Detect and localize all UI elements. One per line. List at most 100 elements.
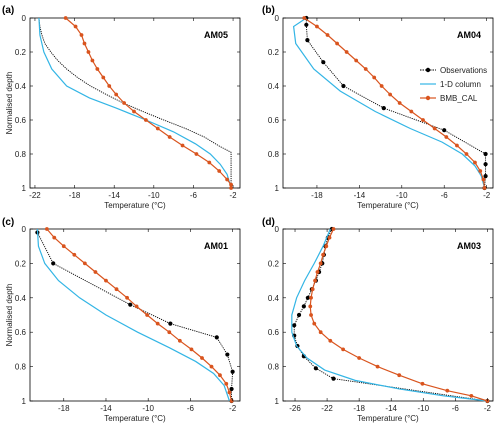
panel-a-series-column-line bbox=[38, 17, 232, 189]
panel-d-series-bmb-point-1 bbox=[327, 235, 332, 240]
panel-c-series-bmb-point-18 bbox=[224, 381, 229, 386]
panel-b-ytick-label-2: 0.4 bbox=[268, 82, 280, 91]
panel-a-station-label: AM05 bbox=[204, 30, 228, 40]
panel-c-xtick-label-2: -10 bbox=[142, 404, 154, 413]
panel-a-series-bmb-point-15 bbox=[180, 143, 185, 148]
panel-b-series-bmb-point-15 bbox=[455, 143, 459, 148]
panel-d-series-obs-point-16 bbox=[331, 376, 336, 381]
panel-b-series-column-line bbox=[292, 17, 486, 189]
panel-c-series-bmb-point-4 bbox=[82, 261, 87, 266]
panel-a-ytick-label-2: 0.4 bbox=[15, 82, 27, 91]
panel-a-series-bmb-point-6 bbox=[95, 67, 100, 71]
panel-a-series-bmb-point-14 bbox=[167, 135, 172, 139]
panel-c-xtick-label-1: -14 bbox=[100, 404, 112, 413]
panel-a-series-bmb-point-12 bbox=[144, 118, 148, 122]
panel-b-series-bmb-point-3 bbox=[335, 41, 339, 46]
panel-c-series-obs-point-7 bbox=[229, 386, 234, 392]
panel-b-series-bmb-point-1 bbox=[315, 24, 319, 29]
panel-a-series-bmb-point-13 bbox=[155, 126, 160, 131]
panel-c-series-bmb-point-11 bbox=[155, 321, 160, 326]
panel-a-ytick-label-3: 0.6 bbox=[15, 116, 27, 125]
panel-b-series-obs-point-6 bbox=[442, 128, 447, 133]
panel-d-ytick-label-0: 0 bbox=[275, 225, 280, 234]
panel-b-series-bmb-point-9 bbox=[388, 92, 393, 97]
panel-d-series-obs-point-8 bbox=[305, 295, 310, 300]
panel-b-series-bmb-point-4 bbox=[344, 50, 349, 54]
panel-b-ytick-label-4: 0.8 bbox=[268, 150, 280, 159]
panel-c-ytick-label-1: 0.2 bbox=[15, 259, 27, 268]
legend-marker-bmb bbox=[425, 95, 431, 101]
panel-c-ytick-label-5: 1 bbox=[22, 397, 27, 406]
panel-a-letter: (a) bbox=[2, 5, 14, 16]
panel-d-series-bmb-point-14 bbox=[341, 347, 346, 352]
panel-a-series-bmb-point-16 bbox=[194, 152, 199, 156]
panel-a-xtick-label-3: -10 bbox=[148, 191, 160, 200]
panel-a-ylabel: Normalised depth bbox=[5, 72, 14, 135]
panel-a-series-bmb-point-20 bbox=[229, 182, 233, 187]
panel-c-series-bmb-point-8 bbox=[125, 295, 129, 300]
panel-d-series-bmb-point-10 bbox=[309, 313, 313, 317]
panel-b-series-obs-point-8 bbox=[483, 162, 488, 167]
panel-d: (d) AM03 -26 -22 -18 -14 -10 -6 -2 0 0.2 0.4 0.6 0.… bbox=[262, 217, 494, 423]
panel-d-ytick-label-2: 0.4 bbox=[268, 294, 280, 303]
panel-b: (b) AM04 -18 -14 -10 -6 -2 0 0.2 0.4 0.6 0.8 1 Tem… bbox=[262, 5, 494, 210]
panel-c-series-bmb-point-2 bbox=[61, 244, 66, 249]
panel-b-xtick-label-3: -6 bbox=[441, 191, 449, 200]
panel-c-series-bmb-point-7 bbox=[114, 287, 119, 292]
panel-b-series-bmb-point-14 bbox=[444, 135, 449, 139]
panel-b-series-bmb-point-20 bbox=[482, 186, 487, 190]
panel-b-series-bmb-point-7 bbox=[372, 75, 377, 80]
panel-a-series-obs-line bbox=[38, 17, 232, 188]
panel-d-series-bmb-point-6 bbox=[313, 278, 317, 283]
panel-a-series-bmb-point-1 bbox=[73, 24, 78, 29]
panel-d-ytick-label-5: 1 bbox=[275, 397, 280, 406]
panel-b-series-bmb-point-12 bbox=[421, 118, 425, 122]
panel-c-xlabel: Temperature (°C) bbox=[104, 414, 166, 423]
panel-c-series-bmb-point-9 bbox=[134, 304, 139, 309]
panel-a-series-bmb-point-5 bbox=[90, 58, 95, 63]
panel-a-frame bbox=[29, 17, 241, 189]
panel-a-series-bmb-point-7 bbox=[101, 75, 106, 80]
panel-b-series-bmb-point-5 bbox=[354, 58, 359, 63]
panel-b-xtick-label-4: -2 bbox=[483, 191, 491, 200]
legend-label-bmb: BMB_CAL bbox=[440, 94, 478, 103]
panel-c-series-bmb-point-3 bbox=[72, 252, 77, 257]
panel-d-xtick-label-6: -2 bbox=[484, 404, 492, 413]
panel-c-ytick-label-0: 0 bbox=[22, 225, 27, 234]
panel-b-ytick-label-5: 1 bbox=[275, 184, 280, 193]
panel-a-series-bmb-point-21 bbox=[229, 186, 233, 190]
panel-d-series-bmb-point-17 bbox=[397, 373, 402, 378]
panel-d-xtick-label-5: -6 bbox=[452, 404, 460, 413]
panel-b-series-bmb-point-0 bbox=[302, 16, 307, 20]
panel-c-xtick-label-3: -6 bbox=[187, 404, 195, 413]
panel-d-series-obs-point-9 bbox=[301, 304, 306, 309]
panel-c-series-bmb-point-16 bbox=[209, 364, 214, 369]
panel-c-series-bmb-point-19 bbox=[227, 390, 232, 395]
panel-a-series-bmb-point-19 bbox=[225, 177, 230, 182]
panel-d-letter: (d) bbox=[262, 217, 275, 228]
panel-b-series-bmb-point-10 bbox=[397, 101, 402, 105]
panel-d-xtick-label-4: -10 bbox=[417, 404, 429, 413]
panel-a-series-bmb-line bbox=[65, 17, 232, 188]
panel-b-letter: (b) bbox=[262, 5, 275, 16]
legend-marker-observations bbox=[425, 67, 431, 73]
panel-d-series-bmb-point-18 bbox=[420, 381, 425, 386]
panel-a-series-bmb-point-10 bbox=[122, 101, 126, 105]
panel-b-ytick-label-3: 0.6 bbox=[268, 116, 280, 125]
legend-label-column: 1-D column bbox=[440, 80, 481, 89]
panel-a-xlabel: Temperature (°C) bbox=[104, 201, 166, 210]
panel-d-ytick-label-3: 0.6 bbox=[268, 328, 280, 337]
panel-c-series-obs-point-6 bbox=[230, 369, 235, 374]
panel-d-series-bmb-line bbox=[309, 228, 488, 402]
panel-b-frame bbox=[282, 17, 494, 189]
panel-d-xtick-label-3: -14 bbox=[385, 404, 397, 413]
panel-d-series-bmb-point-0 bbox=[331, 227, 336, 231]
panel-b-series-obs-point-3 bbox=[321, 60, 326, 65]
panel-b-xtick-label-2: -10 bbox=[396, 191, 408, 200]
panel-c-series-bmb-point-0 bbox=[44, 227, 49, 231]
panel-c-letter: (c) bbox=[2, 217, 14, 228]
panel-a-series-bmb-point-2 bbox=[79, 33, 84, 37]
panel-d-series-bmb-point-11 bbox=[312, 321, 317, 326]
panel-c-ytick-label-4: 0.8 bbox=[15, 363, 27, 372]
panel-c-series-obs-point-2 bbox=[128, 302, 133, 307]
